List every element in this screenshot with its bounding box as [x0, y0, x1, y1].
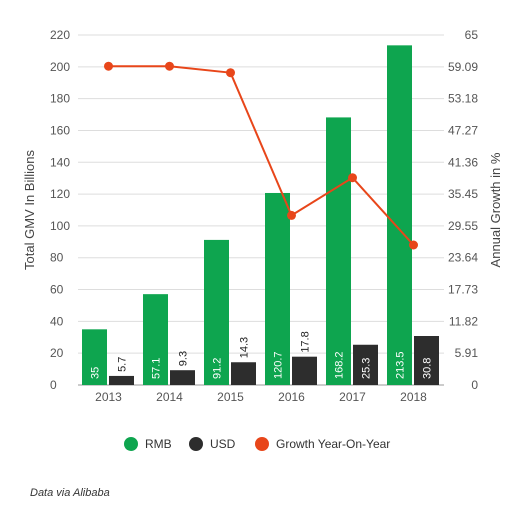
legend-usd-marker — [189, 437, 203, 451]
bar-rmb — [204, 239, 229, 385]
bar-usd — [170, 370, 195, 385]
bar-rmb — [326, 117, 351, 385]
bar-usd — [109, 375, 134, 385]
bar-rmb — [143, 294, 168, 385]
x-tick-label: 2017 — [339, 390, 366, 404]
y2-tick-label: 35.45 — [448, 187, 478, 201]
growth-point — [348, 173, 357, 183]
x-tick-label: 2016 — [278, 390, 305, 404]
bar-label-usd: 30.8 — [422, 358, 434, 379]
y-tick-label: 220 — [50, 28, 70, 42]
bar-rmb — [82, 329, 107, 385]
bar-rmb — [387, 45, 412, 385]
y-axis-title: Total GMV In Billions — [22, 150, 37, 270]
legend-growth-label: Growth Year-On-Year — [276, 437, 390, 451]
growth-line-segment — [290, 176, 354, 217]
bar-label-rmb: 168.2 — [334, 351, 346, 379]
bar-label-usd: 25.3 — [361, 358, 373, 379]
legend-rmb-marker — [124, 437, 138, 451]
y-tick-label: 0 — [50, 378, 57, 392]
x-tick-label: 2014 — [156, 390, 183, 404]
y-tick-label: 180 — [50, 92, 70, 106]
y-tick-label: 140 — [50, 155, 70, 169]
bar-usd — [292, 356, 317, 385]
y-tick-label: 100 — [50, 219, 70, 233]
x-tick-label: 2018 — [400, 390, 427, 404]
y2-tick-label: 47.27 — [448, 123, 478, 137]
bar-rmb — [265, 192, 290, 385]
x-tick-label: 2015 — [217, 390, 244, 404]
growth-point — [287, 210, 296, 220]
bar-label-rmb: 57.1 — [151, 358, 163, 379]
y2-tick-label: 53.18 — [448, 92, 478, 106]
y2-tick-label: 41.36 — [448, 155, 478, 169]
y2-tick-label: 11.82 — [449, 314, 478, 328]
legend-rmb-label: RMB — [145, 437, 172, 451]
y-tick-label: 160 — [50, 123, 70, 137]
bar-usd — [231, 362, 256, 385]
y2-tick-label: 17.73 — [448, 283, 478, 297]
growth-line-segment — [351, 177, 415, 246]
bar-label-usd: 17.8 — [300, 331, 312, 352]
source-note: Data via Alibaba — [30, 487, 110, 499]
y2-tick-label: 29.55 — [448, 219, 478, 233]
y-tick-label: 80 — [50, 251, 64, 265]
bar-usd — [353, 344, 378, 385]
y-tick-label: 20 — [50, 346, 64, 360]
bar-label-usd: 5.7 — [117, 357, 129, 372]
y-tick-label: 60 — [50, 283, 64, 297]
bar-label-rmb: 91.2 — [212, 358, 224, 379]
y2-tick-label: 59.09 — [448, 60, 478, 74]
bar-label-usd: 14.3 — [239, 337, 251, 358]
growth-line-segment — [169, 65, 231, 74]
bar-label-rmb: 120.7 — [273, 351, 285, 379]
growth-point — [226, 68, 235, 78]
y2-tick-label: 65 — [465, 28, 479, 42]
growth-point — [104, 61, 113, 71]
bar-label-usd: 9.3 — [178, 351, 190, 366]
legend-usd-label: USD — [210, 437, 236, 451]
growth-point — [165, 61, 174, 71]
y2-tick-label: 0 — [471, 378, 478, 392]
y-tick-label: 40 — [50, 314, 64, 328]
y-tick-label: 120 — [50, 187, 70, 201]
x-tick-label: 2013 — [95, 390, 122, 404]
growth-point — [409, 240, 418, 250]
y2-axis-title: Annual Growth in % — [488, 152, 503, 267]
bar-label-rmb: 35 — [90, 367, 102, 379]
y-tick-label: 200 — [50, 60, 70, 74]
legend-growth-marker — [255, 437, 269, 451]
bar-usd — [414, 336, 439, 385]
growth-line-segment — [229, 72, 293, 216]
bar-label-rmb: 213.5 — [395, 351, 407, 379]
y2-tick-label: 5.91 — [455, 346, 479, 360]
y2-tick-label: 23.64 — [448, 251, 478, 265]
